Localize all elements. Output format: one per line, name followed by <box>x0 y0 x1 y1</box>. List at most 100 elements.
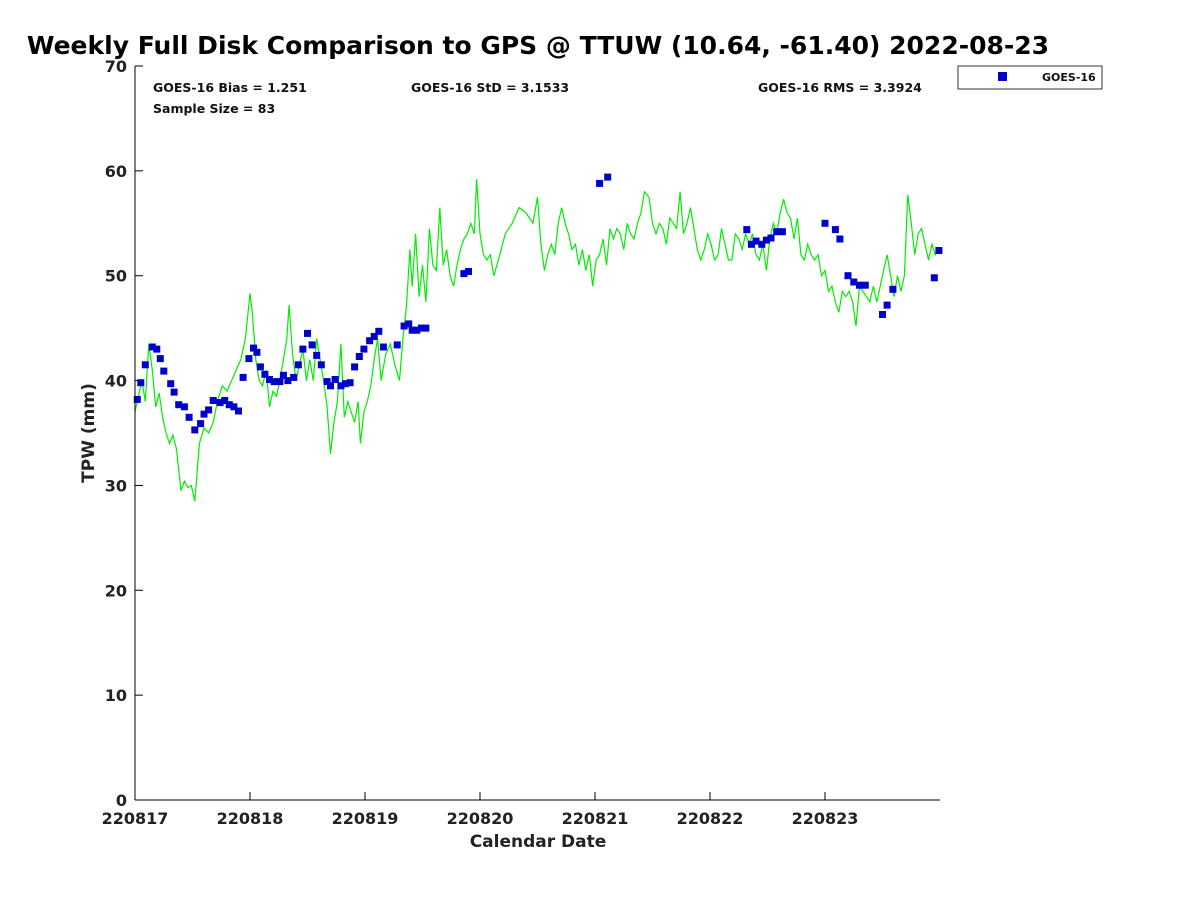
y-tick-label-7: 70 <box>105 57 127 76</box>
goes16-point-75 <box>844 272 852 280</box>
goes16-point-65 <box>747 240 755 248</box>
goes16-point-4 <box>153 345 161 353</box>
goes16-point-39 <box>317 361 325 369</box>
x-axis-label: Calendar Date <box>470 832 607 852</box>
goes16-point-79 <box>879 311 886 318</box>
goes16-point-33 <box>290 373 298 381</box>
chart-title: Weekly Full Disk Comparison to GPS @ TTU… <box>27 31 1049 60</box>
goes16-point-77 <box>856 281 863 289</box>
goes16-point-17 <box>216 399 224 407</box>
goes16-point-71 <box>778 228 786 236</box>
gps-line <box>134 179 940 502</box>
legend: GOES-16 <box>957 65 1103 90</box>
goes16-point-21 <box>235 407 242 415</box>
goes16-point-46 <box>351 363 359 371</box>
goes16-point-7 <box>167 380 175 388</box>
goes16-point-27 <box>261 370 269 378</box>
goes16-point-6 <box>160 367 168 375</box>
goes16-point-3 <box>148 343 156 351</box>
x-tick-label-4: 220821 <box>562 809 629 828</box>
goes16-point-53 <box>393 341 401 349</box>
goes16-point-69 <box>767 234 775 242</box>
goes16-point-78 <box>861 281 869 289</box>
y-tick-labels: 0 10 20 30 40 50 60 70 <box>105 57 127 810</box>
y-tick-label-6: 60 <box>105 162 127 181</box>
goes16-point-47 <box>355 353 363 360</box>
goes16-point-49 <box>366 337 374 345</box>
goes16-point-50 <box>370 333 378 340</box>
goes16-point-81 <box>889 285 897 293</box>
goes16-point-60 <box>460 270 468 278</box>
goes16-point-40 <box>323 378 331 386</box>
x-tick-label-6: 220823 <box>792 809 859 828</box>
bias-annotation: GOES-16 Bias = 1.251 <box>153 80 307 95</box>
goes16-point-51 <box>375 327 383 335</box>
goes16-point-37 <box>308 341 316 349</box>
goes16-point-82 <box>930 274 938 282</box>
x-tick-label-5: 220822 <box>677 809 744 828</box>
goes16-point-26 <box>256 363 264 371</box>
y-tick-label-2: 20 <box>105 581 127 600</box>
goes16-point-55 <box>405 320 413 328</box>
goes16-point-23 <box>245 355 253 363</box>
goes16-point-30 <box>276 378 284 386</box>
goes16-point-43 <box>337 382 345 390</box>
goes16-point-31 <box>279 371 287 379</box>
goes16-point-52 <box>379 343 387 351</box>
goes16-point-80 <box>883 301 891 309</box>
goes16-point-8 <box>170 388 178 396</box>
goes16-point-9 <box>175 401 183 409</box>
goes16-point-24 <box>250 344 257 352</box>
goes16-point-0 <box>133 395 141 403</box>
goes16-point-42 <box>331 376 339 383</box>
goes16-point-54 <box>400 322 408 330</box>
goes16-point-73 <box>831 226 839 234</box>
goes16-point-67 <box>758 240 766 248</box>
goes16-point-15 <box>205 406 213 414</box>
goes16-point-59 <box>422 324 430 332</box>
goes16-point-29 <box>270 378 278 386</box>
goes16-point-12 <box>191 426 199 434</box>
y-tick-label-1: 10 <box>105 686 127 705</box>
goes16-point-10 <box>180 403 188 411</box>
goes16-point-38 <box>313 351 321 359</box>
goes16-point-1 <box>137 379 145 387</box>
legend-label-goes16: GOES-16 <box>1042 71 1096 84</box>
goes16-point-32 <box>284 377 292 385</box>
y-tick-label-5: 50 <box>105 267 127 286</box>
goes16-point-13 <box>197 420 205 428</box>
goes16-series <box>133 173 943 434</box>
goes16-point-74 <box>836 235 844 243</box>
goes16-point-5 <box>156 355 164 363</box>
gps-series <box>134 179 940 502</box>
goes16-point-58 <box>417 324 425 332</box>
legend-marker-goes16 <box>998 72 1007 81</box>
goes16-point-19 <box>225 401 233 409</box>
goes16-point-11 <box>185 413 193 421</box>
goes16-point-45 <box>346 379 354 387</box>
y-tick-label-3: 30 <box>105 476 127 495</box>
x-tick-labels: 220817 220818 220819 220820 220821 220822 2208… <box>102 809 859 828</box>
x-tick-label-3: 220820 <box>447 809 514 828</box>
goes16-point-41 <box>327 382 334 390</box>
x-tick-label-1: 220818 <box>217 809 284 828</box>
goes16-point-36 <box>304 329 311 337</box>
goes16-point-2 <box>141 361 149 369</box>
std-annotation: GOES-16 StD = 3.1533 <box>411 80 569 95</box>
rms-annotation: GOES-16 RMS = 3.3924 <box>758 80 922 95</box>
plot-area <box>133 65 943 801</box>
sample-size-annotation: Sample Size = 83 <box>153 101 275 116</box>
goes16-point-64 <box>743 226 751 234</box>
y-tick-label-4: 40 <box>105 372 127 391</box>
x-tick-label-0: 220817 <box>102 809 169 828</box>
goes16-point-22 <box>239 373 247 381</box>
goes16-point-16 <box>209 397 217 404</box>
goes16-point-83 <box>935 247 943 254</box>
goes16-point-76 <box>850 278 858 286</box>
goes16-point-28 <box>266 376 273 383</box>
y-axis-label: TPW (mm) <box>79 383 99 483</box>
x-tick-label-2: 220819 <box>332 809 399 828</box>
goes16-point-62 <box>596 179 604 187</box>
